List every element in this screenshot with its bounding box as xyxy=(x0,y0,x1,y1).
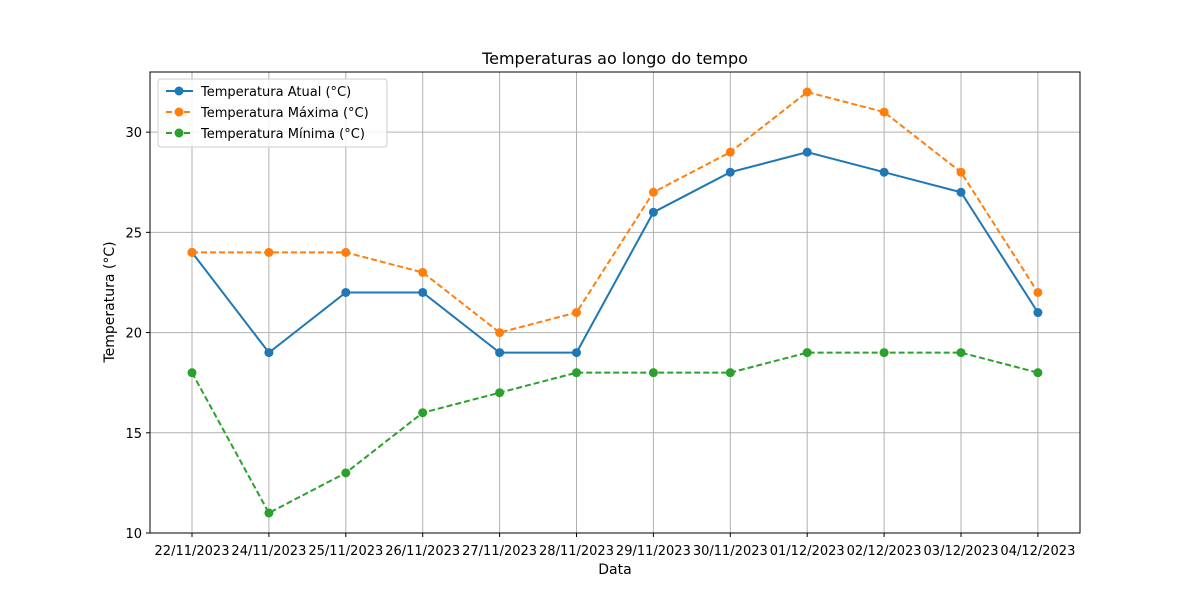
x-tick-label: 02/12/2023 xyxy=(847,544,922,559)
legend-entry: Temperatura Atual (°C) xyxy=(166,85,351,100)
data-point xyxy=(418,408,428,418)
plot-frame xyxy=(149,71,1081,534)
data-point xyxy=(1033,368,1043,378)
data-point xyxy=(572,348,581,358)
legend-marker xyxy=(174,128,184,138)
data-point xyxy=(495,388,505,398)
data-point xyxy=(1033,287,1043,297)
legend-entry: Temperatura Mínima (°C) xyxy=(166,127,365,142)
data-point xyxy=(341,468,351,478)
y-tick-label: 20 xyxy=(125,327,142,342)
data-point xyxy=(418,287,428,297)
data-point xyxy=(802,348,812,358)
data-point xyxy=(648,187,658,197)
y-tick-label: 30 xyxy=(125,126,142,141)
data-point xyxy=(648,368,658,378)
legend: Temperatura Atual (°C) Temperatura Máxima… xyxy=(157,78,388,148)
series-1 xyxy=(187,147,1043,358)
data-point xyxy=(879,107,889,117)
data-point xyxy=(879,348,889,358)
x-tick-label: 25/11/2023 xyxy=(308,544,383,559)
data-point xyxy=(725,368,735,378)
x-tick-label: 24/11/2023 xyxy=(231,544,306,559)
data-point xyxy=(802,87,812,97)
data-point xyxy=(725,147,735,157)
data-point xyxy=(264,247,274,257)
x-axis-label: Data xyxy=(598,562,631,578)
series-line xyxy=(191,151,1039,355)
data-point xyxy=(572,308,581,318)
data-point xyxy=(648,207,658,217)
series-line xyxy=(191,351,1039,515)
x-tick-label: 01/12/2023 xyxy=(770,544,845,559)
x-tick-label: 03/12/2023 xyxy=(924,544,999,559)
x-tick-label: 30/11/2023 xyxy=(693,544,768,559)
data-point xyxy=(956,348,966,358)
data-point xyxy=(879,167,889,177)
x-tick-label: 28/11/2023 xyxy=(539,544,614,559)
data-point xyxy=(187,247,197,257)
data-point xyxy=(956,167,966,177)
data-point xyxy=(802,147,812,157)
y-tick-label: 15 xyxy=(125,427,142,442)
legend-box xyxy=(157,78,388,148)
data-point xyxy=(725,167,735,177)
y-tick-label: 25 xyxy=(125,226,142,241)
x-tick-label: 04/12/2023 xyxy=(1000,544,1075,559)
legend-label: Temperatura Máxima (°C) xyxy=(200,106,369,121)
data-point xyxy=(341,247,351,257)
data-point xyxy=(956,187,966,197)
data-point xyxy=(264,348,274,358)
x-axis-ticks: 22/11/2023 24/11/2023 25/11/2023 26/11/2023… xyxy=(155,533,1075,559)
chart-title: Temperaturas ao longo do tempo xyxy=(481,49,748,68)
data-point xyxy=(1033,308,1043,318)
legend-label: Temperatura Atual (°C) xyxy=(200,85,351,100)
y-axis-label: Temperatura (°C) xyxy=(102,241,118,363)
series-3 xyxy=(187,348,1043,518)
data-point xyxy=(341,287,351,297)
series-layer xyxy=(187,87,1043,518)
legend-label: Temperatura Mínima (°C) xyxy=(200,127,365,142)
data-point xyxy=(187,368,197,378)
x-tick-label: 27/11/2023 xyxy=(462,544,537,559)
legend-marker xyxy=(174,107,184,117)
data-point xyxy=(418,267,428,277)
x-tick-label: 29/11/2023 xyxy=(616,544,691,559)
data-point xyxy=(495,328,505,338)
x-tick-label: 26/11/2023 xyxy=(385,544,460,559)
data-point xyxy=(572,368,581,378)
series-2 xyxy=(187,87,1043,338)
data-point xyxy=(495,348,505,358)
series-line xyxy=(192,90,1039,334)
y-axis-ticks: 10 15 20 25 30 xyxy=(125,126,150,542)
y-tick-label: 10 xyxy=(125,527,142,542)
legend-entry: Temperatura Máxima (°C) xyxy=(166,106,369,121)
data-point xyxy=(264,508,274,518)
legend-marker xyxy=(174,86,184,96)
x-tick-label: 22/11/2023 xyxy=(155,544,230,559)
